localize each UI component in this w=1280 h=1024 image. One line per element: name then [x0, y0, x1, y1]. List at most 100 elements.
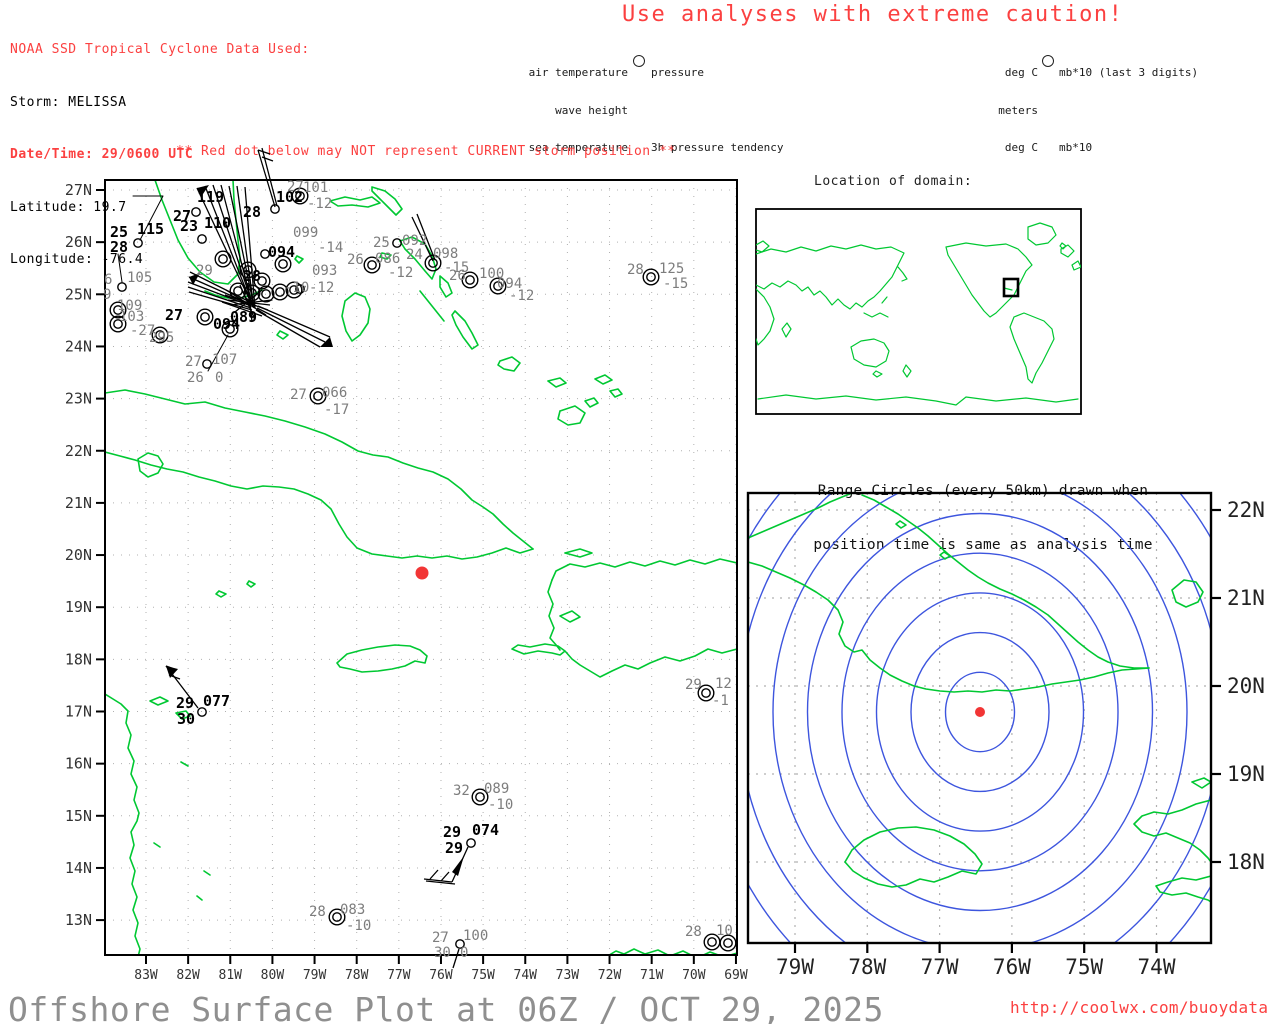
station-value: 26: [449, 268, 466, 284]
station-circle: [701, 688, 711, 698]
station-circle: [278, 259, 288, 269]
station-circle-outer: [221, 320, 239, 338]
station-value: -12: [509, 288, 534, 304]
barb-flag: [197, 185, 209, 197]
station-value: 094: [213, 315, 240, 333]
coastline: [1027, 222, 1057, 246]
station-value: 12: [715, 676, 732, 692]
coastline: [175, 710, 191, 720]
coastline: [1060, 244, 1075, 258]
coastline: [939, 551, 951, 560]
legend-units-circle-icon: [1042, 55, 1054, 67]
range-circle: [601, 275, 1280, 1024]
station-circle-outer: [328, 908, 346, 926]
coastline: [180, 761, 189, 767]
coastline: [863, 312, 889, 318]
station-value: 125: [659, 261, 684, 277]
coastline: [105, 389, 534, 550]
lon-label: 69W: [724, 968, 748, 983]
main-map-coastlines: [105, 180, 737, 955]
legend-meters: meters: [998, 103, 1038, 117]
lat-label: 15N: [65, 807, 92, 825]
station-value: 29: [445, 839, 463, 857]
station-circle: [218, 254, 228, 264]
footer-url: http://coolwx.com/buoydata: [1010, 998, 1269, 1017]
coastline: [1133, 799, 1211, 863]
station-circle: [233, 286, 243, 296]
coastline: [149, 696, 169, 706]
range-map-coastlines: [748, 493, 1211, 903]
wind-barbs: [117, 147, 469, 969]
lon-label: 71W: [640, 968, 664, 983]
range-circle: [772, 493, 1188, 943]
lon-label: 74W: [514, 968, 538, 983]
station-value: -10: [346, 918, 371, 934]
station-circle: [707, 937, 717, 947]
station-circle: [243, 265, 253, 275]
lat-label: 19N: [65, 598, 92, 616]
domain-rectangle: [1002, 277, 1020, 298]
station-circle-outer: [109, 301, 127, 319]
coastline: [371, 186, 403, 216]
station-value: 30: [177, 710, 195, 728]
coastline: [757, 394, 1079, 406]
lat-label: 26N: [65, 233, 92, 251]
station-value: 10: [716, 923, 733, 939]
coastline: [945, 242, 1033, 318]
coastline: [748, 493, 853, 539]
station-circle: [723, 938, 733, 948]
station-circle: [465, 275, 475, 285]
station-circle: [113, 319, 123, 329]
barb-flag: [166, 666, 178, 678]
range-circle: [670, 355, 1280, 1024]
coastline: [564, 548, 593, 558]
range-map-title-line1: Range Circles (every 50km) drawn when: [817, 483, 1149, 499]
range-map-title: Range Circles (every 50km) drawn when po…: [760, 446, 1206, 590]
lon-label: 77W: [387, 968, 411, 983]
lon-label: 80W: [261, 968, 285, 983]
station-value: 086: [375, 251, 400, 267]
station-circle: [295, 191, 305, 201]
coastline: [1155, 875, 1211, 903]
station-value: 25: [110, 223, 128, 241]
station-circle-outer: [243, 284, 261, 302]
range-lon-label: 76W: [993, 955, 1031, 979]
station-circle-outer: [239, 261, 257, 279]
range-lon-label: 79W: [776, 955, 814, 979]
range-map: 22N 21N 20N 19N 18N 79W 78W 77W 76W 75W 74W: [601, 275, 1280, 1024]
station-circle: [466, 838, 476, 848]
coastline: [881, 296, 888, 304]
station-value: 27: [185, 354, 202, 370]
lon-label: 81W: [219, 968, 243, 983]
range-circle: [841, 552, 1119, 872]
station-circle-outer: [214, 250, 232, 268]
header-latitude: Latitude: 19.7: [10, 199, 127, 215]
station-circle-outer: [253, 272, 271, 290]
legend-circle-icon: [633, 55, 645, 67]
range-map-grid: [748, 493, 1211, 943]
barb-flag: [452, 856, 464, 876]
range-map-axes: 22N 21N 20N 19N 18N 79W 78W 77W 76W 75W 74W: [776, 498, 1265, 979]
lat-label: 25N: [65, 285, 92, 303]
range-circle: [944, 671, 1016, 753]
coastline: [439, 275, 453, 298]
station-value: 110: [204, 214, 231, 232]
main-map-axes: 27N 26N 25N 24N 23N 22N 21N 20N 19N 18N 17N 16N 15N 1…: [65, 181, 748, 983]
coastline: [329, 196, 381, 208]
lon-label: 78W: [345, 968, 369, 983]
coastline: [756, 240, 770, 253]
caution-headline: Use analyses with extreme caution!: [622, 2, 1124, 27]
station-value: 27: [290, 387, 307, 403]
coastline: [276, 330, 289, 340]
range-circle: [806, 512, 1154, 912]
station-circle: [155, 330, 165, 340]
coastline: [557, 405, 586, 426]
station-value: 29: [443, 823, 461, 841]
legend-wave-height: wave height: [555, 103, 628, 117]
footer-plot-title: Offshore Surface Plot at 06Z / OCT 29, 2…: [8, 990, 884, 1024]
station-circle: [200, 312, 210, 322]
legend-mb10-digits: mb*10 (last 3 digits): [1059, 66, 1199, 79]
station-value: -10: [284, 280, 309, 296]
